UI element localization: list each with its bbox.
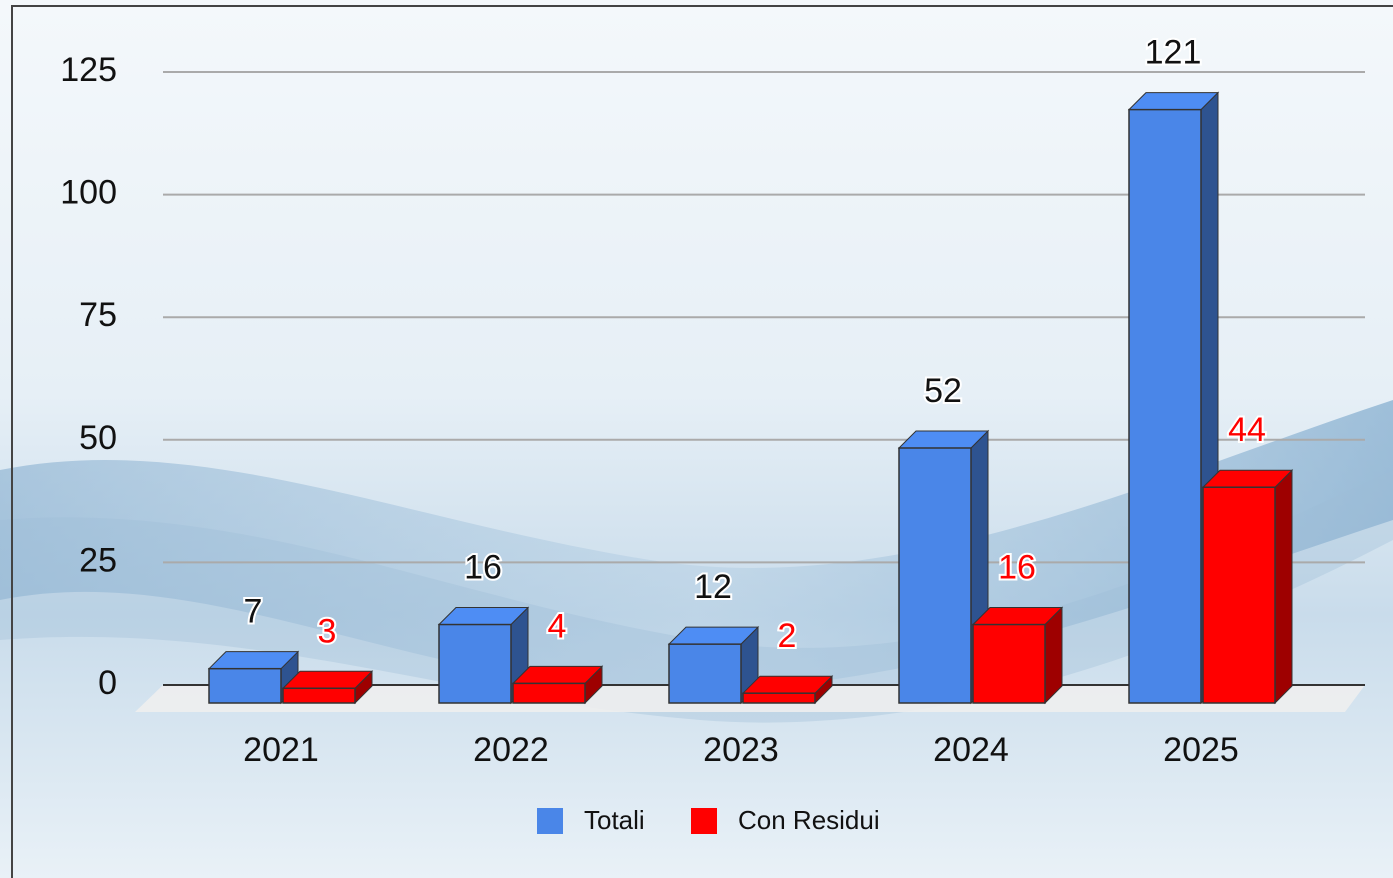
x-tick-label: 2021 (243, 731, 319, 769)
x-tick-label: 2024 (933, 731, 1009, 769)
bar (741, 674, 834, 705)
legend-swatch (691, 808, 717, 834)
bar (281, 670, 374, 705)
y-tick-label: 125 (60, 51, 117, 89)
value-label: 7 (244, 593, 263, 631)
bar (437, 606, 530, 705)
bar (207, 650, 300, 705)
y-tick-label: 0 (98, 664, 117, 702)
legend-swatch (537, 808, 563, 834)
value-label: 4 (548, 607, 567, 645)
bar (1127, 91, 1220, 705)
bar (1201, 469, 1294, 705)
y-tick-label: 50 (79, 419, 117, 457)
value-label: 121 (1145, 34, 1202, 72)
value-label: 12 (694, 568, 732, 606)
x-tick-label: 2025 (1163, 731, 1239, 769)
value-label: 16 (464, 549, 502, 587)
x-tick-label: 2022 (473, 731, 549, 769)
value-label: 44 (1228, 411, 1266, 449)
value-label: 3 (318, 612, 337, 650)
y-tick-label: 25 (79, 541, 117, 579)
bar (667, 625, 760, 705)
value-label: 16 (998, 549, 1036, 587)
bar (971, 606, 1064, 705)
frame (11, 5, 1393, 878)
y-tick-label: 100 (60, 174, 117, 212)
y-tick-label: 75 (79, 296, 117, 334)
value-label: 52 (924, 372, 962, 410)
legend-label: Totali (584, 805, 645, 835)
x-tick-label: 2023 (703, 731, 779, 769)
value-label: 2 (778, 617, 797, 655)
bar (511, 665, 604, 705)
legend-label: Con Residui (738, 805, 880, 835)
bar (897, 429, 990, 705)
